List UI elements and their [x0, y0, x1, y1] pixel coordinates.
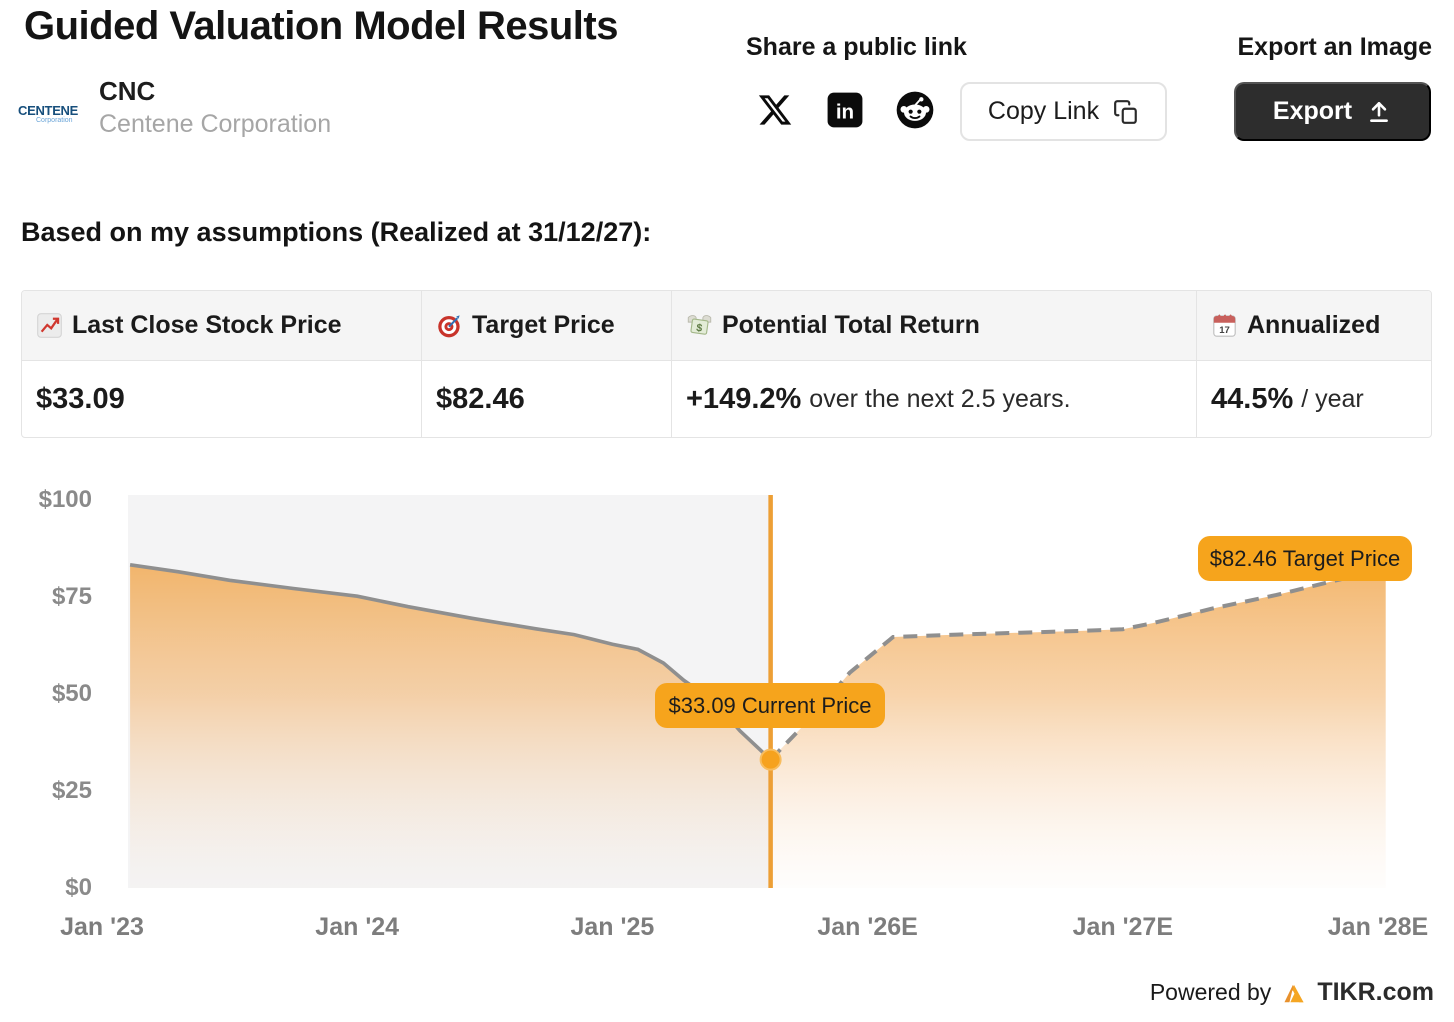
price-chart: $33.09 Current Price $82.46 Target Price…: [0, 470, 1454, 955]
summary-value-total-return: +149.2% over the next 2.5 years.: [686, 382, 1071, 415]
company-logo-subtext: Corporation: [36, 116, 73, 124]
y-axis-tick-label: $25: [51, 777, 92, 804]
y-axis-tick-label: $100: [38, 486, 92, 513]
y-axis-tick-label: $50: [51, 680, 92, 707]
target-icon: [438, 315, 460, 338]
target-price-badge: $82.46 Target Price: [1198, 536, 1412, 581]
export-heading: Export an Image: [1237, 33, 1433, 61]
copy-icon: [1114, 99, 1137, 124]
linkedin-icon[interactable]: in: [825, 90, 865, 130]
projected-price-line: [769, 566, 1387, 761]
summary-header-last-close: Last Close Stock Price: [22, 291, 421, 361]
company-name: Centene Corporation: [99, 110, 332, 138]
x-axis-tick-label: Jan '23: [60, 913, 144, 941]
x-axis-tick-label: Jan '26E: [817, 913, 918, 941]
summary-col-target-price: Target Price $82.46: [422, 291, 672, 437]
y-axis-tick-label: $75: [51, 583, 92, 610]
powered-by-label: Powered by: [1149, 979, 1272, 1005]
chart-increasing-icon: [37, 313, 62, 338]
ticker-symbol: CNC: [99, 76, 156, 106]
x-axis-tick-label: Jan '27E: [1072, 913, 1174, 941]
company-logo: CENTENE Corporation: [18, 92, 84, 134]
assumptions-heading: Based on my assumptions (Realized at 31/…: [21, 217, 652, 247]
page-title: Guided Valuation Model Results: [24, 4, 618, 48]
calendar-icon: 17: [1213, 314, 1236, 337]
x-axis-tick-label: Jan '25: [570, 913, 655, 941]
x-axis-tick-label: Jan '24: [315, 913, 400, 941]
svg-text:$: $: [695, 322, 703, 335]
current-price-marker: [759, 748, 782, 771]
share-icons-row: in: [755, 90, 935, 130]
summary-header-target-price: Target Price: [422, 291, 671, 361]
export-button[interactable]: Export: [1234, 82, 1431, 141]
tikr-logo-icon: [1284, 984, 1304, 1002]
summary-col-annualized: 17 Annualized 44.5% / year: [1197, 291, 1431, 437]
price-area-fill: [130, 564, 1386, 888]
y-axis-tick-label: $0: [65, 874, 92, 901]
export-button-label: Export: [1272, 97, 1353, 125]
tikr-brand-label: TIKR.com: [1317, 978, 1434, 1006]
svg-text:in: in: [836, 101, 854, 124]
current-price-badge: $33.09 Current Price: [655, 683, 885, 728]
copy-link-label: Copy Link: [987, 97, 1100, 125]
company-logo-text: CENTENE: [18, 102, 79, 118]
copy-link-button[interactable]: Copy Link: [960, 82, 1167, 141]
summary-table: Last Close Stock Price $33.09 Target Pri…: [21, 290, 1432, 438]
footer: Powered by TIKR.com: [0, 978, 1434, 1007]
upload-icon: [1370, 101, 1388, 122]
summary-header-annualized: 17 Annualized: [1197, 291, 1431, 361]
summary-col-total-return: $ Potential Total Return +149.2% over the…: [672, 291, 1197, 437]
summary-value-target-price: $82.46: [436, 382, 525, 415]
svg-text:17: 17: [1219, 325, 1230, 336]
money-with-wings-icon: $: [687, 315, 712, 335]
summary-col-last-close: Last Close Stock Price $33.09: [22, 291, 422, 437]
summary-value-last-close: $33.09: [36, 382, 125, 415]
reddit-icon[interactable]: [895, 90, 935, 130]
summary-value-annualized: 44.5% / year: [1211, 382, 1364, 415]
x-axis-tick-label: Jan '28E: [1327, 913, 1429, 941]
summary-header-total-return: $ Potential Total Return: [672, 291, 1196, 361]
x-twitter-icon[interactable]: [755, 90, 795, 130]
share-heading: Share a public link: [746, 33, 967, 61]
